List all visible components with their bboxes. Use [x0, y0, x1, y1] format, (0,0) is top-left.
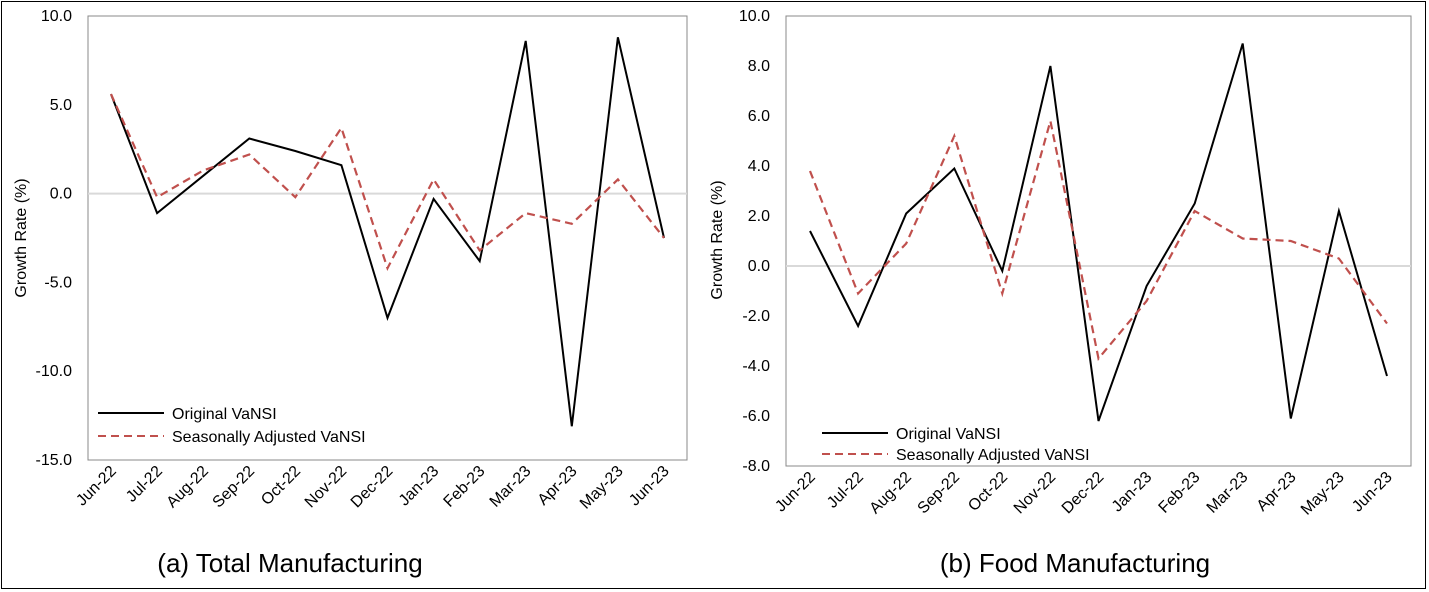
x-tick-label: Nov-22	[1011, 469, 1060, 518]
y-tick-label: -5.0	[44, 274, 72, 291]
x-tick-label: Jun-23	[1349, 469, 1396, 516]
x-tick-label: Oct-22	[965, 469, 1011, 515]
x-tick-label: Mar-23	[487, 463, 535, 511]
series-original-line	[110, 37, 665, 427]
x-tick-label: Apr-23	[1254, 469, 1300, 515]
x-tick-label: Jun-22	[772, 469, 819, 516]
y-tick-label: -4.0	[742, 358, 770, 375]
plot-area	[785, 15, 1412, 467]
y-tick-label: 4.0	[748, 158, 770, 175]
legend-label: Original VaNSI	[172, 406, 277, 423]
legend-label: Original VaNSI	[896, 426, 1001, 443]
x-tick-label: Sep-22	[915, 469, 964, 518]
x-tick-label: Jul-22	[824, 469, 867, 512]
y-tick-label: -6.0	[742, 408, 770, 425]
series-seasonally-adjusted-line	[109, 93, 665, 272]
y-tick-label: -15.0	[36, 452, 73, 469]
x-tick-label: Jul-22	[123, 463, 166, 506]
x-tick-label: Sep-22	[210, 463, 259, 512]
y-axis-title: Growth Rate (%)	[709, 180, 726, 299]
x-tick-label: Dec-22	[348, 463, 397, 512]
y-tick-label: 10.0	[41, 8, 72, 25]
x-tick-label: Mar-23	[1204, 469, 1252, 517]
y-tick-label: 0.0	[50, 186, 72, 203]
y-axis-title: Growth Rate (%)	[13, 178, 30, 297]
x-tick-label: Jun-23	[626, 463, 673, 510]
x-tick-label: Aug-22	[867, 469, 916, 518]
legend: Original VaNSI Seasonally Adjusted VaNSI	[98, 406, 366, 446]
chart-caption: (a) Total Manufacturing	[157, 548, 422, 578]
plot-area	[87, 15, 688, 461]
y-tick-label: -10.0	[36, 363, 73, 380]
y-tick-label: 0.0	[748, 258, 770, 275]
x-tick-label: Feb-23	[441, 463, 489, 511]
x-tick-label: Oct-22	[258, 463, 304, 509]
chart-caption: (b) Food Manufacturing	[940, 548, 1210, 578]
x-tick-label: Feb-23	[1156, 469, 1204, 517]
y-tick-label: 6.0	[748, 108, 770, 125]
x-tick-label: Dec-22	[1059, 469, 1108, 518]
chart-1: 10.0 8.0 6.0 4.0 2.0 0.0 -2.0 -4.0 -6.0 -8.0 Growt…	[709, 8, 1412, 578]
legend-label: Seasonally Adjusted VaNSI	[172, 429, 366, 446]
legend: Original VaNSI Seasonally Adjusted VaNSI	[822, 426, 1090, 464]
series-original-line	[809, 43, 1388, 422]
y-tick-label: -8.0	[742, 458, 770, 475]
y-tick-label: -2.0	[742, 308, 770, 325]
y-tick-label: 2.0	[748, 208, 770, 225]
x-tick-label: Jan-23	[396, 463, 443, 510]
y-tick-label: 5.0	[50, 97, 72, 114]
x-tick-label: May-23	[577, 463, 627, 513]
legend-label: Seasonally Adjusted VaNSI	[896, 447, 1090, 464]
x-tick-label: Apr-23	[535, 463, 581, 509]
x-tick-label: Jun-22	[73, 463, 120, 510]
x-tick-label: Aug-22	[164, 463, 213, 512]
x-tick-label: Jan-23	[1109, 469, 1156, 516]
series-seasonally-adjusted-line	[808, 120, 1388, 361]
x-tick-label: Nov-22	[302, 463, 351, 512]
chart-0: 10.0 5.0 0.0 -5.0 -10.0 -15.0 Growth Rate (%) J…	[13, 8, 688, 578]
y-tick-label: 8.0	[748, 58, 770, 75]
y-tick-label: 10.0	[739, 8, 770, 25]
x-tick-label: May-23	[1298, 469, 1348, 519]
